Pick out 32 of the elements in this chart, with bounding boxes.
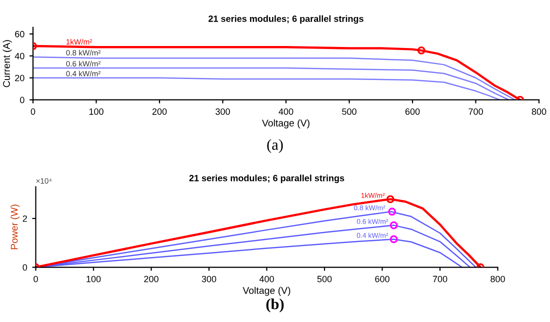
x-tick-label: 0 — [30, 108, 36, 115]
x-tick-label: 400 — [259, 276, 274, 282]
y-tick-label: 0 — [20, 96, 24, 104]
x-axis-title: Voltage (V) — [262, 119, 310, 128]
x-tick-label: 800 — [532, 108, 546, 115]
y-tick-label: 60 — [15, 30, 24, 38]
text: (b) — [266, 298, 284, 312]
x-tick-label: 700 — [432, 276, 448, 282]
y-axis-title: Current (A) — [2, 40, 12, 88]
x-tick-label: 200 — [144, 276, 158, 282]
x-tick-label: 500 — [317, 276, 332, 282]
text: (a) — [267, 139, 283, 153]
x-tick-label: 100 — [86, 276, 101, 282]
x-tick-label: 300 — [216, 108, 230, 115]
x-tick-label: 200 — [152, 108, 167, 115]
y-axis-title: Power (W) — [10, 204, 20, 250]
chart-title: 21 series modules; 6 parallel strings — [189, 174, 344, 184]
x-axis-title: Voltage (V) — [242, 286, 290, 296]
x-tick-label: 0 — [34, 276, 38, 282]
x-tick-label: 600 — [405, 108, 420, 115]
y-tick-label: 20 — [15, 74, 24, 82]
y-tick-label: 0 — [22, 264, 28, 271]
y-tick-label: 2 — [22, 215, 27, 222]
y-tick-label: 40 — [14, 52, 24, 60]
x-tick-label: 600 — [375, 276, 390, 282]
x-tick-label: 300 — [202, 276, 216, 282]
x-tick-label: 500 — [342, 108, 356, 115]
chart-title: 21 series modules; 6 parallel strings — [208, 15, 364, 24]
x-tick-label: 100 — [89, 108, 104, 115]
x-tick-label: 700 — [468, 108, 483, 115]
x-tick-label: 800 — [490, 276, 505, 282]
x-tick-label: 400 — [278, 108, 294, 115]
